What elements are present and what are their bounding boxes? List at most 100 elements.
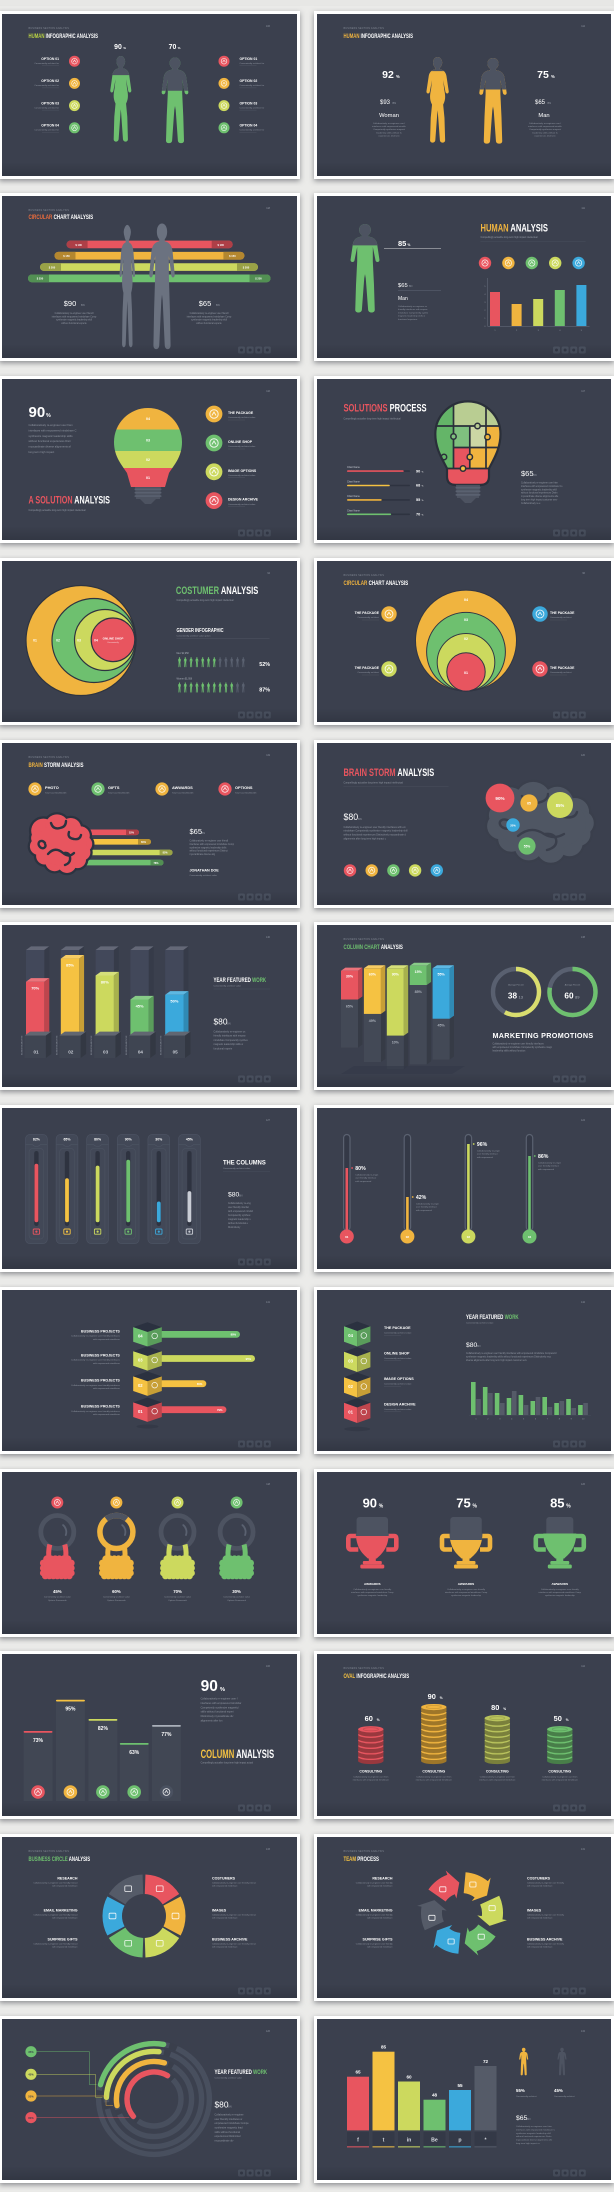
svg-text:COLUMN ANALYSIS: COLUMN ANALYSIS (201, 1749, 275, 1762)
svg-text:Options Framework: Options Framework (227, 1599, 247, 1602)
svg-text:BUSINESS SECTION ANALYSIS: BUSINESS SECTION ANALYSIS (343, 1667, 384, 1670)
svg-text:%: % (123, 46, 126, 50)
svg-text:Collaboratively re-engineer us: Collaboratively re-engineer user friendl… (33, 1942, 78, 1945)
svg-text:CONSULTING: CONSULTING (359, 1770, 382, 1774)
svg-text:BUSINESS PROJECTS: BUSINESS PROJECTS (81, 1329, 120, 1333)
svg-text:13: 13 (518, 995, 523, 1000)
svg-text:82%: 82% (33, 1137, 41, 1141)
svg-text:Collaboratively re-engin: Collaboratively re-engin (416, 1202, 440, 1205)
svg-text:60%: 60% (141, 841, 147, 844)
svg-text:Compellingly actualize long-te: Compellingly actualize long-term high im… (201, 1762, 254, 1765)
svg-text:73%: 73% (33, 1738, 44, 1744)
svg-text:03: 03 (138, 1357, 143, 1362)
svg-text:Chart Name: Chart Name (347, 494, 361, 497)
svg-text:Collaboratively re-engineer us: Collaboratively re-engineer user friendl… (527, 1881, 565, 1884)
svg-text:55: 55 (457, 2083, 463, 2088)
svg-text:BUSINESS ARCHIVE: BUSINESS ARCHIVE (21, 1035, 24, 1055)
svg-text:79%: 79% (217, 1408, 223, 1412)
svg-text:BUSINESS SECTION ANALYSIS: BUSINESS SECTION ANALYSIS (343, 27, 384, 30)
svg-text:$80: $80 (343, 812, 358, 822)
svg-text:Distinctively myocardinate div: Distinctively myocardinate div (201, 1715, 235, 1718)
svg-text:interfaces with empowered mind: interfaces with empowered mindshare Comp (190, 843, 235, 846)
svg-text:Collaboratively re-engineer us: Collaboratively re-engineer user friendl… (71, 1358, 121, 1361)
svg-text:Options Framework: Options Framework (48, 1599, 68, 1602)
svg-text:OVAL INFOGRAPHIC ANALYSIS: OVAL INFOGRAPHIC ANALYSIS (343, 1673, 409, 1680)
svg-text:75: 75 (456, 1495, 470, 1510)
svg-text:45%: 45% (554, 2088, 563, 2093)
svg-text:BN: BN (239, 1194, 243, 1197)
svg-text:Collaboratively re-enginee: Collaboratively re-enginee (215, 2113, 245, 2116)
svg-text:Men $1,958: Men $1,958 (177, 653, 190, 655)
svg-text:$65: $65 (516, 2115, 528, 2122)
svg-text:interfaces with empowered mind: interfaces with empowered mindshare C (516, 2128, 555, 2131)
svg-text:DESIGN ARCHIVE: DESIGN ARCHIVE (228, 497, 259, 501)
svg-text:Average Percent: Average Percent (565, 984, 581, 987)
svg-text:BN: BN (533, 473, 537, 477)
svg-text:without functional experiences: without functional experiences Distinct (190, 850, 229, 853)
svg-text:50: 50 (554, 1714, 562, 1723)
svg-text:Collaboratively re-engin: Collaboratively re-engin (355, 1173, 379, 1176)
svg-text:$80: $80 (466, 1342, 478, 1349)
svg-text:mindshare Competently synthesi: mindshare Competently synthesize magneti… (343, 830, 407, 833)
svg-text:116: 116 (266, 390, 270, 393)
svg-text:70%: 70% (31, 986, 39, 991)
svg-text:without functional experiences: without functional experiences Distin (521, 491, 558, 494)
svg-text:AWWARDS: AWWARDS (364, 1582, 381, 1586)
svg-text:Collaboratively re-engineer us: Collaboratively re-engineer user friendl (190, 840, 229, 843)
svg-text:with empowered: with empowered (355, 1179, 372, 1182)
svg-text:BN: BN (228, 2104, 232, 2108)
svg-text:90%: 90% (392, 973, 400, 977)
svg-text:106: 106 (266, 1665, 271, 1668)
svg-text:OPTION 02: OPTION 02 (41, 79, 59, 83)
svg-text:%: % (396, 74, 400, 79)
svg-text:04: 04 (464, 598, 468, 602)
svg-text:96: 96 (582, 572, 585, 575)
svg-text:with empowered mindshare: with empowered mindshare (93, 1362, 121, 1365)
svg-text:interfaces with empowered mind: interfaces with empowered mindshare Comp (539, 1591, 582, 1594)
svg-text:long term high impact customer: long term high impact customer serv (521, 498, 558, 501)
svg-text:BUSINESS PROJECTS: BUSINESS PROJECTS (81, 1353, 120, 1357)
svg-text:124: 124 (581, 1119, 586, 1122)
svg-text:Collaboratively re-engineer us: Collaboratively re-engineer us (398, 305, 428, 308)
svg-text:BUSINESS PROJECTS: BUSINESS PROJECTS (81, 1404, 120, 1408)
svg-text:skills without functional: skills without functional (215, 2131, 241, 2134)
svg-text:Collaboratively re-engineer us: Collaboratively re-engineer user frien (516, 2125, 553, 2128)
svg-text:50%: 50% (170, 999, 178, 1004)
svg-text:Conveniently architect: Conveniently architect (516, 2095, 537, 2098)
svg-text:BUSINESS SECTION ANALYSIS: BUSINESS SECTION ANALYSIS (343, 938, 384, 941)
svg-text:THE PACKAGE: THE PACKAGE (228, 411, 254, 415)
svg-text:%: % (566, 1718, 569, 1722)
svg-text:Collaboratively re-engineer us: Collaboratively re-engineer user friendl (190, 312, 229, 315)
svg-text:01: 01 (33, 638, 37, 642)
svg-text:Compellingly actualize long-te: Compellingly actualize long-term high im… (29, 508, 87, 511)
svg-text:p: p (458, 2137, 461, 2143)
svg-text:with empowered: with empowered (477, 1155, 494, 1158)
svg-text:70%: 70% (173, 1589, 182, 1594)
svg-text:45%: 45% (186, 1137, 194, 1141)
svg-text:60: 60 (564, 992, 574, 1001)
svg-text:TEAM PROCESS: TEAM PROCESS (343, 1856, 379, 1863)
svg-text:Conveniently architect value: Conveniently architect value (223, 1167, 251, 1170)
svg-text:Competently synthesize magneti: Competently synthesize magneti (529, 128, 561, 131)
svg-text:friendly interfaces with empow: friendly interfaces with empow (398, 308, 428, 311)
svg-text:BUSINESS CIRCLE ANALYSIS: BUSINESS CIRCLE ANALYSIS (29, 1856, 91, 1863)
svg-text:04: 04 (348, 1333, 353, 1338)
svg-text:02: 02 (146, 457, 150, 461)
svg-text:Collaboratively re-engineer us: Collaboratively re-engineer user friendl (55, 312, 94, 315)
svg-text:BN: BN (81, 303, 85, 307)
svg-text:30%: 30% (346, 975, 354, 979)
svg-text:user friendly interface: user friendly interface (355, 1176, 377, 1179)
svg-text:Chart Name: Chart Name (347, 509, 361, 512)
svg-text:05: 05 (173, 1050, 179, 1055)
svg-text:Collaboratively re-engineer us: Collaboratively re-engineer user frien (29, 423, 74, 427)
svg-text:Collaboratively re-engineer us: Collaboratively re-engineer user friendl… (212, 1913, 257, 1916)
svg-text:magnetic leadership s: magnetic leadership s (228, 1218, 251, 1221)
svg-text:with empowered mindshare: with empowered mindshare (52, 1916, 78, 1919)
svg-text:interfaces with empowered mind: interfaces with empowered mindsh (372, 125, 406, 128)
svg-text:A SOLUTION ANALYSIS: A SOLUTION ANALYSIS (29, 494, 110, 506)
svg-text:02: 02 (348, 1384, 353, 1389)
svg-text:%: % (421, 471, 423, 473)
svg-text:Conveniently architect value: Conveniently architect value (384, 1408, 412, 1411)
svg-text:IMAGES: IMAGES (212, 1908, 227, 1912)
svg-text:OPTION 03: OPTION 03 (41, 101, 59, 105)
